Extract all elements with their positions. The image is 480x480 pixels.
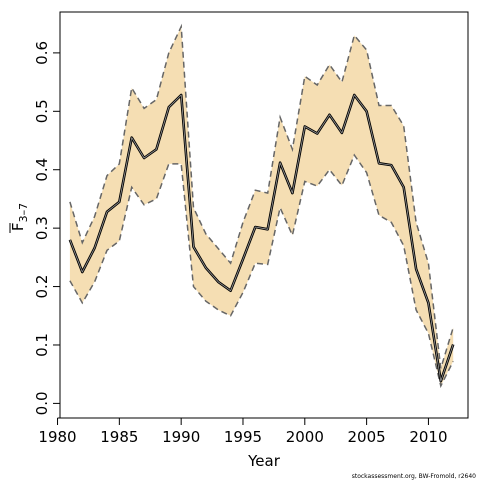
credit-text: stockassessment.org, BW-Fromold, r2640	[352, 473, 476, 480]
y-axis-title-sub: 3–7	[17, 203, 30, 223]
svg-text:F3–7: F3–7	[9, 203, 30, 231]
y-tick-label: 0.2	[33, 275, 51, 299]
x-tick-label: 1980	[38, 428, 76, 446]
x-tick-label: 1985	[100, 428, 138, 446]
x-tick-label: 1990	[162, 428, 200, 446]
y-axis-title-base: F	[9, 222, 27, 231]
y-axis: 0.0 0.1 0.2 0.3 0.4 0.5 0.6	[33, 41, 61, 415]
y-tick-label: 0.0	[33, 391, 51, 415]
y-tick-label: 0.4	[33, 158, 51, 182]
lower-bound-line	[69, 153, 454, 389]
estimate-line-layer	[68, 93, 455, 383]
y-tick-label: 0.1	[33, 333, 51, 357]
y-tick-label: 0.3	[33, 216, 51, 240]
x-axis: 1980 1985 1990 1995 2000 2005 2010	[38, 417, 448, 446]
confidence-band-layer	[69, 23, 454, 389]
x-tick-label: 2000	[286, 428, 324, 446]
x-axis-title: Year	[247, 452, 281, 470]
y-tick-label: 0.6	[33, 41, 51, 65]
y-tick-label: 0.5	[33, 99, 51, 123]
estimate-line-core	[69, 94, 454, 382]
y-axis-title: F3–7	[9, 203, 30, 233]
upper-bound-line	[69, 23, 454, 369]
x-tick-label: 1995	[224, 428, 262, 446]
x-tick-label: 2010	[409, 428, 447, 446]
x-tick-label: 2005	[348, 428, 386, 446]
